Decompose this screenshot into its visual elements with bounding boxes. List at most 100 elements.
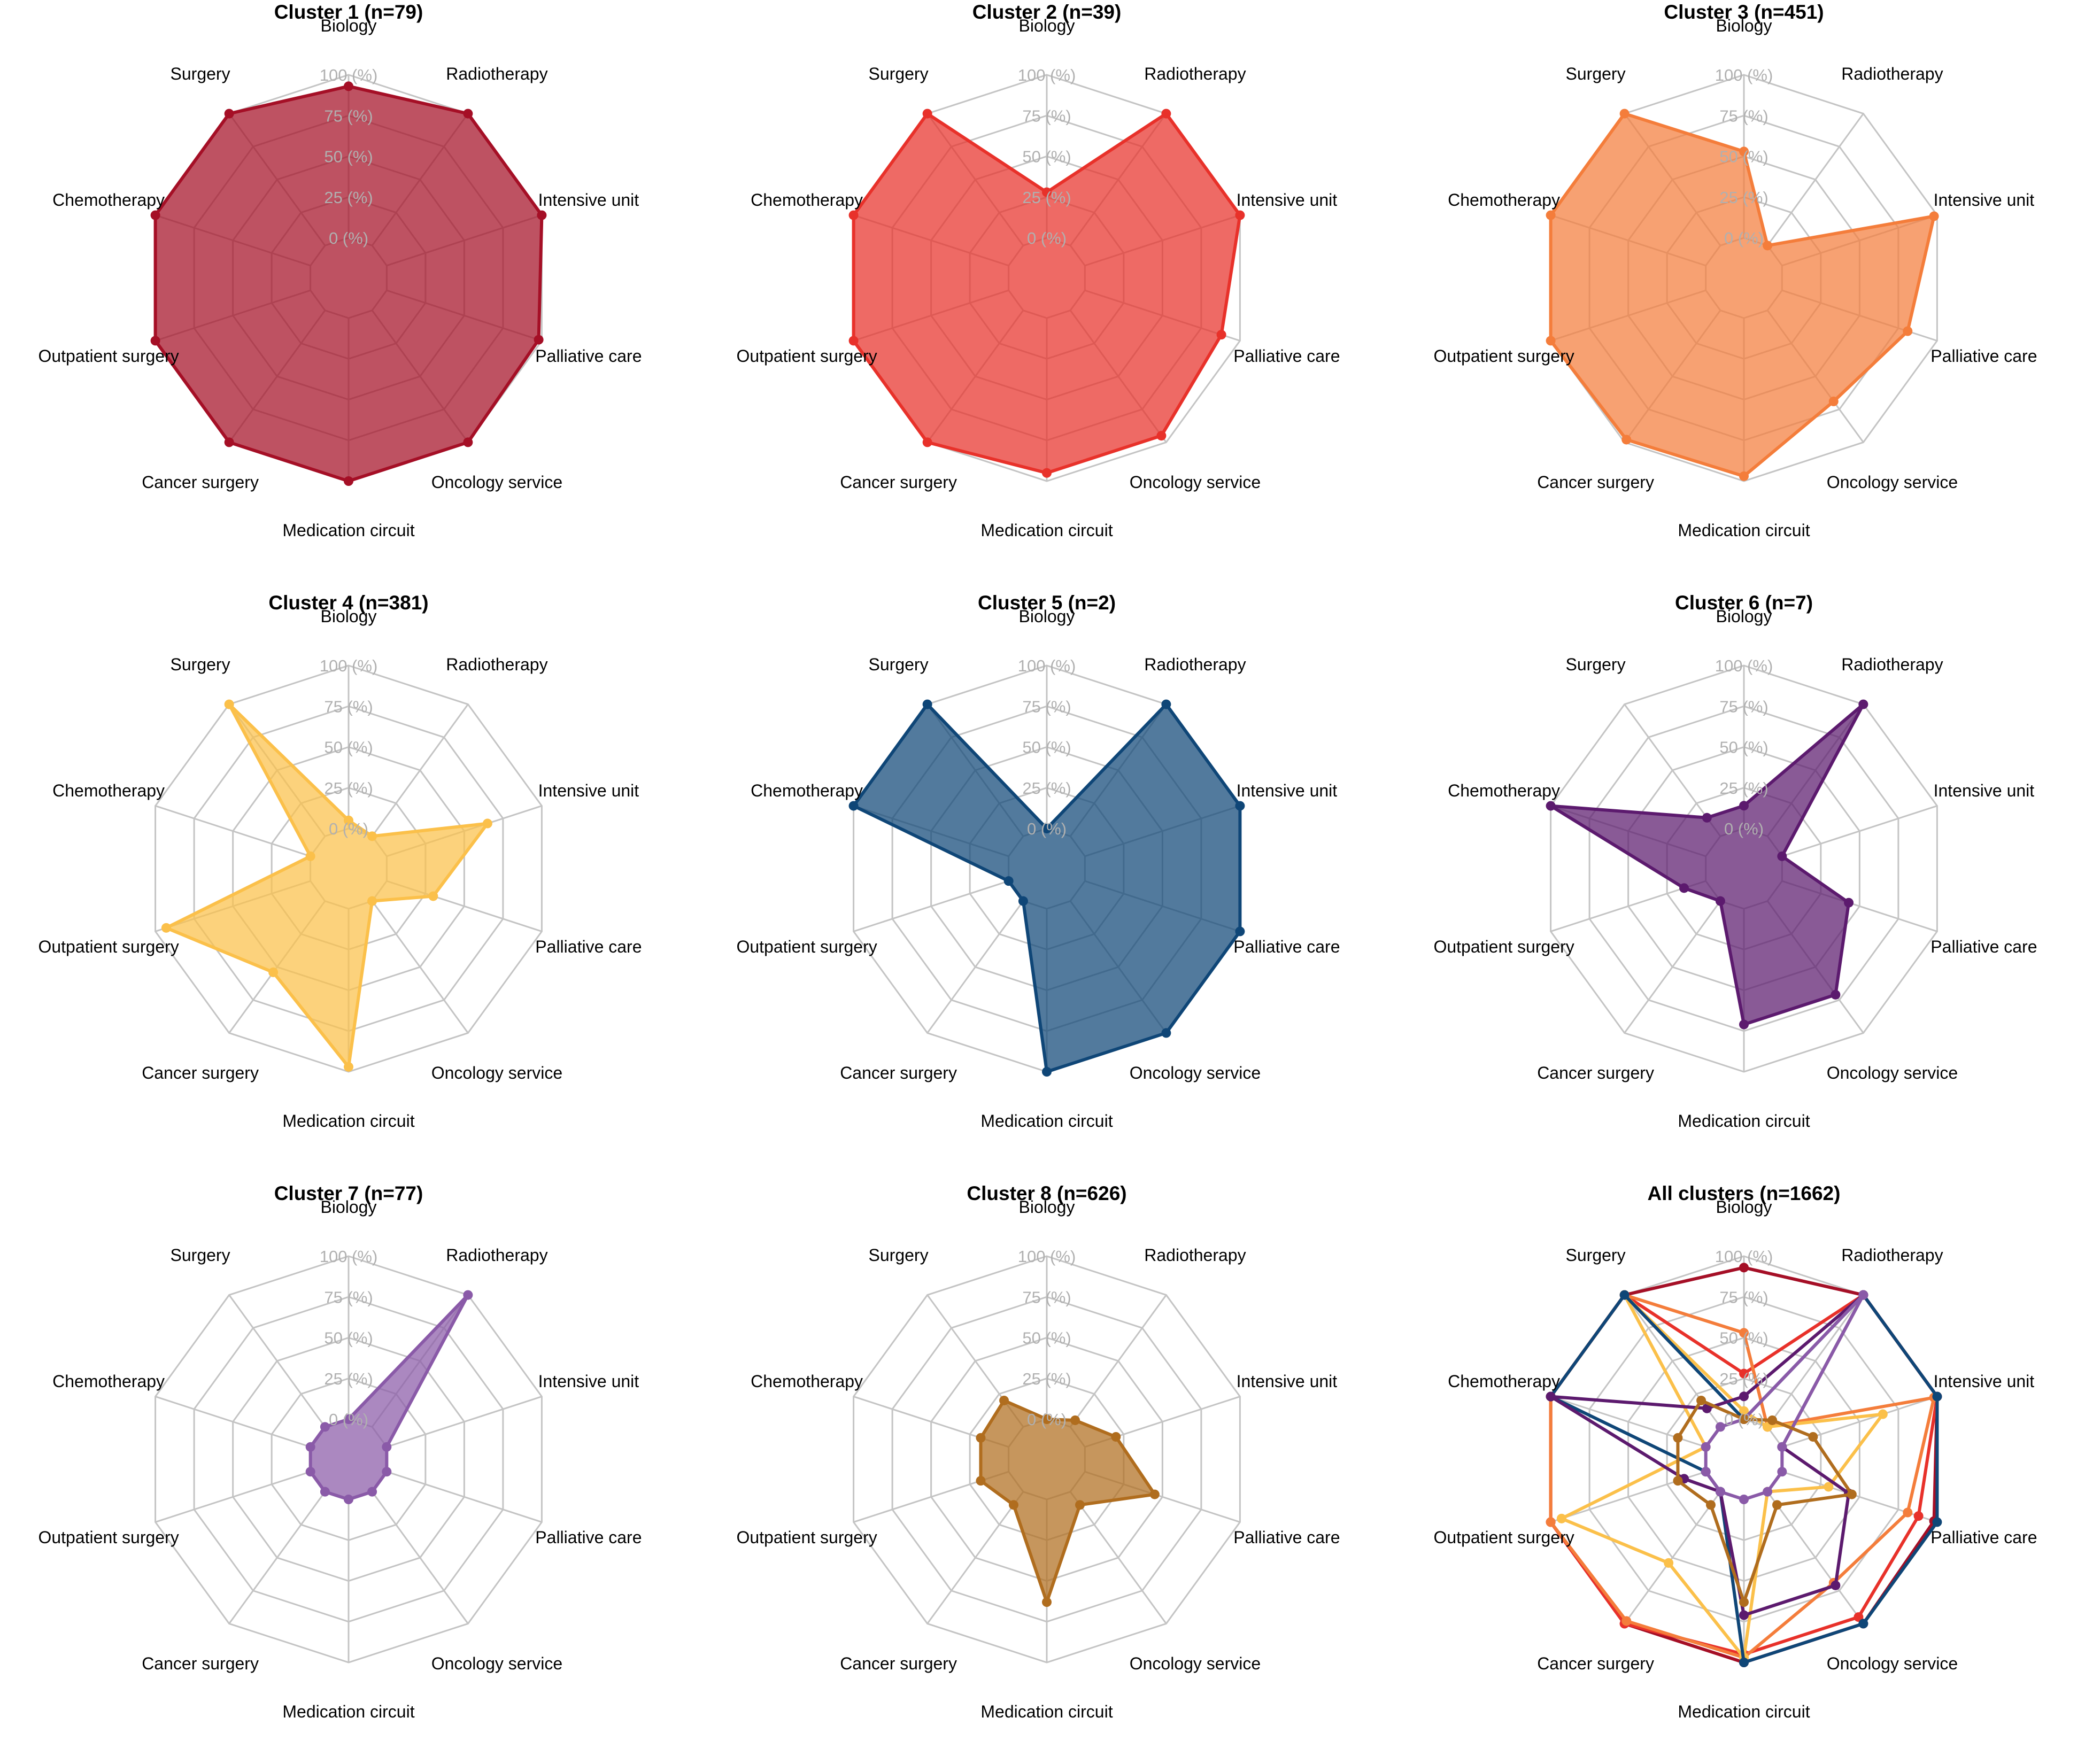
data-point — [1701, 1442, 1711, 1452]
data-point — [848, 336, 859, 346]
grid-spoke — [1766, 1294, 1864, 1428]
data-point — [1701, 1467, 1711, 1477]
axis-label: Palliative care — [535, 1528, 642, 1547]
data-point — [161, 923, 171, 933]
tick-label: 50 (%) — [324, 148, 373, 166]
data-point — [1739, 1391, 1749, 1402]
axis-label: Medication circuit — [282, 1702, 414, 1721]
tick-label: 75 (%) — [1719, 1288, 1768, 1306]
data-point — [1929, 211, 1939, 221]
data-point — [1903, 1507, 1913, 1518]
axis-label: Medication circuit — [1678, 1702, 1810, 1721]
data-point — [1546, 1517, 1556, 1527]
axis-label: Intensive unit — [1934, 190, 2035, 210]
axis-label: Radiotherapy — [446, 655, 547, 674]
tick-label: 0 (%) — [329, 229, 368, 247]
data-point — [1702, 813, 1712, 823]
data-point — [1003, 876, 1014, 886]
data-point — [1546, 801, 1556, 811]
tick-label: 25 (%) — [324, 188, 373, 207]
data-point — [1715, 1422, 1725, 1432]
grid-spoke — [228, 1491, 326, 1624]
data-point — [1739, 1368, 1749, 1379]
data-point — [848, 210, 859, 220]
data-point — [1824, 1482, 1834, 1492]
data-point — [1739, 1495, 1749, 1504]
data-point — [382, 1467, 392, 1477]
tick-label: 50 (%) — [324, 1329, 373, 1348]
axis-label: Intensive unit — [538, 1372, 639, 1391]
axis-label: Surgery — [869, 655, 929, 674]
tick-label: 100 (%) — [1018, 656, 1076, 675]
data-point — [382, 1442, 392, 1452]
data-point — [1772, 1500, 1782, 1510]
tick-label: 0 (%) — [329, 1410, 368, 1429]
data-point — [1679, 883, 1689, 893]
data-point — [1739, 1328, 1749, 1338]
axis-label: Chemotherapy — [1448, 190, 1560, 210]
data-point — [1546, 1391, 1556, 1402]
axis-label: Outpatient surgery — [38, 937, 179, 956]
data-point — [1831, 989, 1841, 1000]
data-point — [1042, 1067, 1052, 1077]
tick-label: 75 (%) — [1022, 1288, 1071, 1306]
grid-spoke — [1624, 1491, 1721, 1624]
tick-label: 75 (%) — [1022, 697, 1071, 716]
data-point — [1932, 1517, 1942, 1527]
axis-label: Radiotherapy — [446, 64, 547, 83]
data-point — [1831, 1580, 1841, 1590]
axis-label: Surgery — [1566, 1245, 1626, 1265]
tick-label: 100 (%) — [1018, 66, 1076, 84]
tick-label: 50 (%) — [1022, 1329, 1071, 1348]
data-point — [1149, 1489, 1160, 1499]
grid-spoke — [1624, 900, 1721, 1034]
tick-label: 100 (%) — [320, 1247, 378, 1266]
data-point — [1739, 1658, 1749, 1667]
axis-label: Chemotherapy — [751, 190, 863, 210]
data-point — [1042, 1597, 1052, 1607]
panel-title: Cluster 6 (n=7) — [1675, 592, 1813, 614]
axis-label: Biology — [321, 16, 377, 35]
data-point — [1763, 241, 1773, 251]
data-point — [1767, 1415, 1778, 1425]
axis-label: Intensive unit — [1934, 781, 2035, 800]
data-point — [1739, 801, 1749, 811]
data-point — [305, 1442, 315, 1452]
tick-label: 25 (%) — [1719, 779, 1768, 798]
tick-label: 50 (%) — [1719, 148, 1768, 166]
grid-spoke — [371, 703, 469, 837]
data-point — [320, 1422, 330, 1432]
data-point — [1621, 435, 1632, 445]
data-point — [344, 81, 353, 91]
axis-label: Radiotherapy — [1144, 64, 1246, 83]
axis-label: Radiotherapy — [446, 1245, 547, 1265]
data-point — [1739, 1610, 1749, 1620]
data-point — [976, 1476, 986, 1486]
data-point — [1858, 699, 1868, 709]
axis-label: Chemotherapy — [751, 781, 863, 800]
tick-label: 25 (%) — [324, 779, 373, 798]
axis-label: Cancer surgery — [142, 1063, 259, 1082]
axis-label: Cancer surgery — [1537, 1063, 1654, 1082]
grid-spoke — [386, 1471, 542, 1523]
data-point — [1715, 896, 1725, 906]
radar-panel-2: 0 (%) 25 (%) 50 (%) 75 (%) 100 (%) Biology Rad… — [736, 1, 1340, 540]
axis-label: Palliative care — [1930, 937, 2037, 956]
axis-label: Medication circuit — [282, 1111, 414, 1131]
axis-label: Radiotherapy — [1841, 655, 1943, 674]
data-point — [1111, 1432, 1121, 1442]
data-point — [1156, 431, 1167, 441]
data-point — [1715, 1487, 1725, 1497]
axis-label: Outpatient surgery — [1433, 937, 1574, 956]
axis-label: Intensive unit — [538, 781, 639, 800]
data-point — [1621, 1616, 1632, 1626]
data-point — [1042, 187, 1052, 197]
tick-label: 50 (%) — [1719, 1329, 1768, 1348]
data-point — [1546, 336, 1556, 346]
data-point — [1664, 1558, 1674, 1568]
axis-label: Chemotherapy — [1448, 1372, 1560, 1391]
data-point — [534, 335, 544, 345]
axis-label: Radiotherapy — [1841, 1245, 1943, 1265]
grid-spoke — [926, 900, 1024, 1034]
grid-spoke — [386, 1396, 542, 1448]
